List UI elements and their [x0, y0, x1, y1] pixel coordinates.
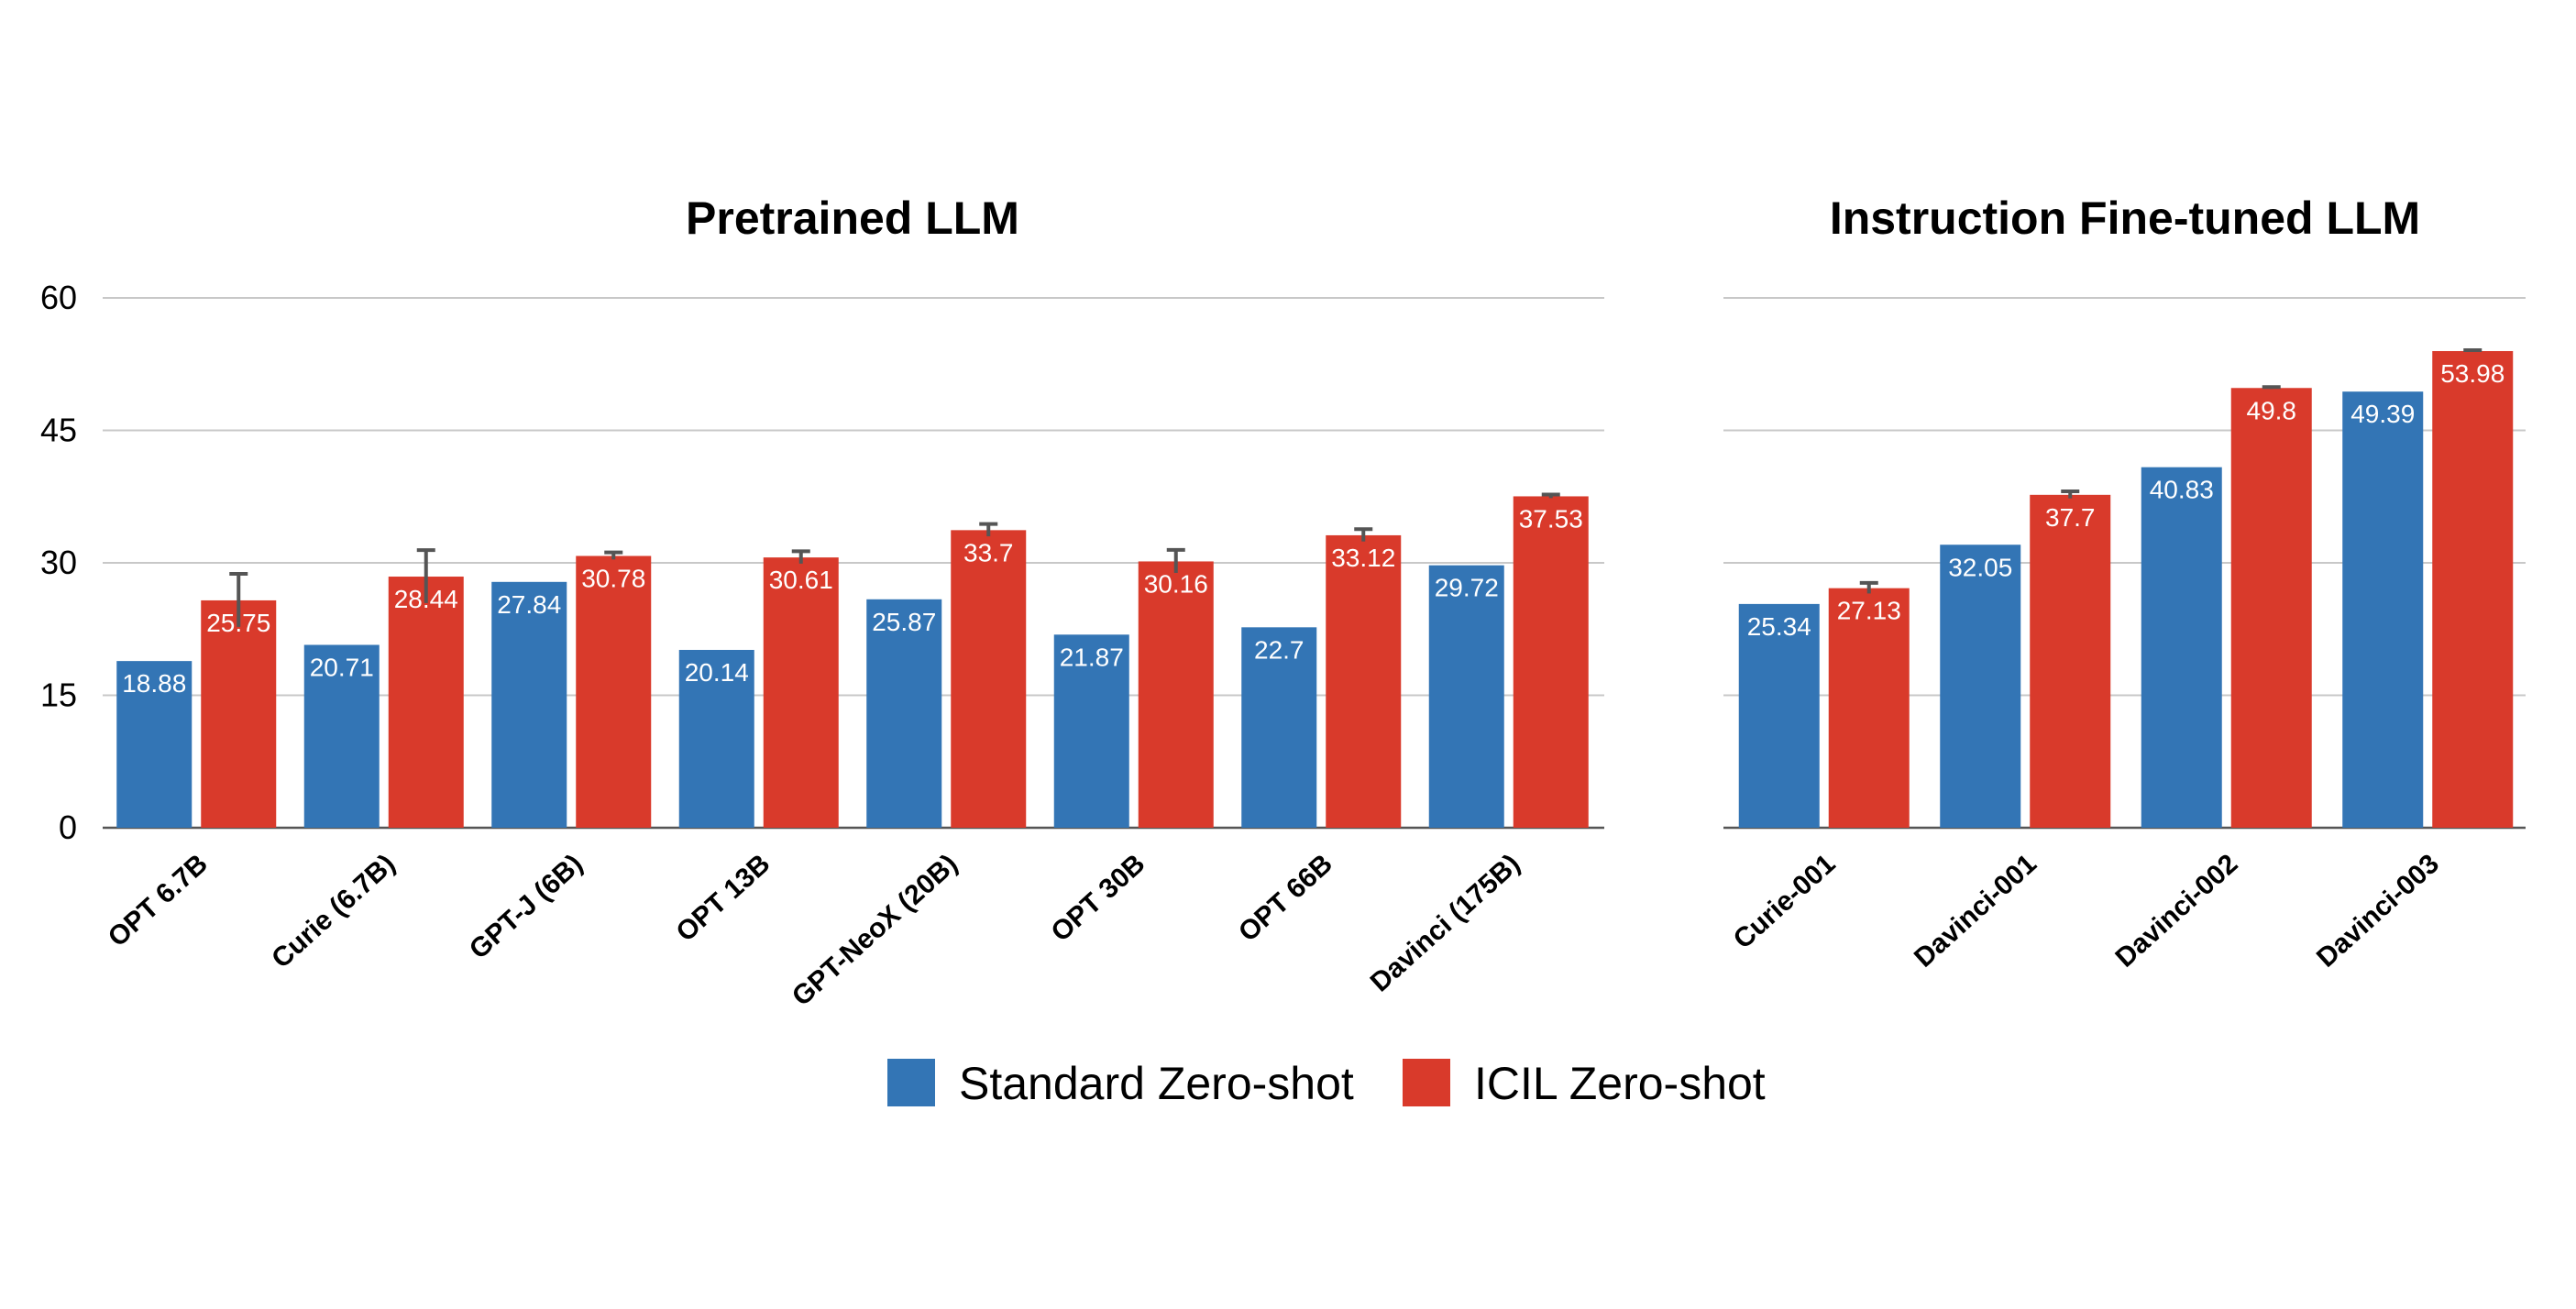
- data-label: 37.7: [2045, 503, 2096, 532]
- x-tick-label: Davinci (175B): [1365, 849, 1526, 998]
- x-tick-label: GPT-NeoX (20B): [787, 849, 963, 1012]
- bar-icil: [388, 577, 464, 828]
- bar-icil: [1513, 496, 1589, 828]
- bar-standard: [1738, 603, 1820, 828]
- chart-title: Instruction Fine-tuned LLM: [1830, 192, 2420, 244]
- y-tick-label: 30: [40, 544, 77, 581]
- data-label: 25.34: [1747, 612, 1811, 641]
- x-tick-label: GPT-J (6B): [464, 849, 589, 965]
- x-tick-label: Curie (6.7B): [266, 849, 401, 974]
- legend-label-standard: Standard Zero-shot: [959, 1058, 1354, 1109]
- bar-standard: [1053, 634, 1129, 828]
- y-tick-label: 60: [40, 279, 77, 316]
- data-label: 25.75: [206, 609, 270, 637]
- bar-icil: [576, 556, 652, 828]
- x-tick-label: OPT 66B: [1233, 849, 1338, 948]
- x-tick-label: OPT 13B: [670, 849, 776, 948]
- data-label: 21.87: [1060, 643, 1124, 671]
- bar-standard: [1428, 565, 1504, 828]
- data-label: 30.16: [1144, 569, 1208, 598]
- legend-swatch-icil: [1403, 1059, 1450, 1106]
- data-label: 20.14: [685, 658, 749, 687]
- data-label: 18.88: [122, 669, 186, 698]
- data-label: 40.83: [2150, 476, 2214, 504]
- y-tick-label: 15: [40, 676, 77, 714]
- x-tick-label: OPT 6.7B: [103, 849, 214, 953]
- bar-icil: [1828, 588, 1910, 828]
- bar-standard: [1241, 627, 1317, 828]
- data-label: 27.84: [497, 590, 561, 619]
- data-label: 53.98: [2440, 359, 2504, 388]
- x-tick-label: Davinci-002: [2109, 849, 2243, 974]
- data-label: 30.61: [769, 566, 833, 594]
- data-label: 37.53: [1519, 504, 1583, 533]
- data-label: 32.05: [1948, 553, 2012, 581]
- bar-standard: [2342, 391, 2424, 828]
- bar-icil: [1138, 561, 1214, 828]
- data-label: 33.12: [1331, 544, 1395, 572]
- y-tick-label: 0: [59, 808, 77, 846]
- data-label: 22.7: [1254, 635, 1305, 664]
- legend-label-icil: ICIL Zero-shot: [1474, 1058, 1766, 1109]
- bar-icil: [951, 530, 1027, 828]
- chart-title: Pretrained LLM: [686, 192, 1019, 244]
- legend-swatch-standard: [887, 1059, 935, 1106]
- bar-standard: [491, 581, 567, 828]
- data-label: 33.7: [963, 538, 1014, 566]
- y-tick-label: 45: [40, 412, 77, 449]
- data-label: 49.8: [2247, 396, 2297, 424]
- x-tick-label: Davinci-003: [2311, 849, 2445, 974]
- bar-icil: [2230, 388, 2312, 828]
- bar-standard: [116, 661, 193, 828]
- data-label: 20.71: [310, 653, 374, 681]
- bar-standard: [303, 644, 380, 828]
- legend: Standard Zero-shot ICIL Zero-shot: [887, 1058, 1766, 1109]
- bar-icil: [763, 557, 839, 828]
- bar-standard: [678, 649, 754, 828]
- data-label: 27.13: [1837, 597, 1901, 625]
- bar-icil: [1326, 534, 1402, 828]
- bar-standard: [866, 599, 942, 828]
- instruction-finetuned-llm-panel: Instruction Fine-tuned LLM 25.34 27.13 Curi…: [1723, 192, 2526, 974]
- x-tick-label: Davinci-001: [1909, 849, 2042, 974]
- x-tick-label: Curie-001: [1728, 849, 1842, 955]
- bar-icil: [2432, 350, 2514, 828]
- data-label: 49.39: [2350, 400, 2415, 428]
- bar-icil: [201, 600, 277, 828]
- data-label: 25.87: [872, 608, 936, 636]
- data-label: 29.72: [1435, 574, 1499, 602]
- data-label: 30.78: [581, 564, 645, 592]
- bar-icil: [2030, 494, 2111, 828]
- x-tick-label: OPT 30B: [1045, 849, 1150, 948]
- bar-standard: [1940, 544, 2021, 828]
- data-label: 28.44: [394, 585, 458, 613]
- bar-standard: [2141, 467, 2222, 828]
- pretrained-llm-panel: Pretrained LLM 0 15 30 45 60 18.88 25.75 OPT 6.7…: [40, 192, 1604, 1012]
